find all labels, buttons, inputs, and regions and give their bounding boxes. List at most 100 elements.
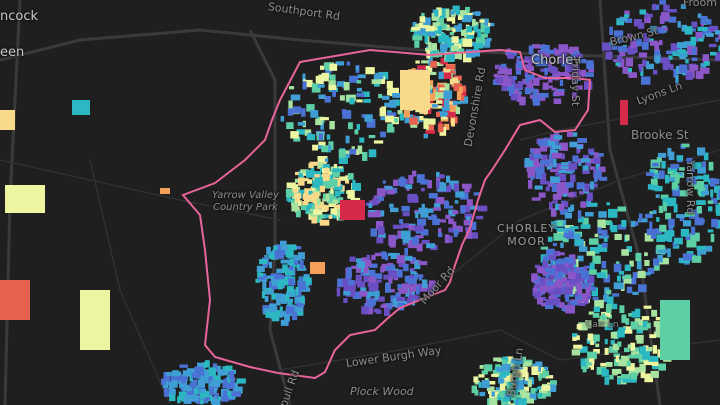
building	[700, 16, 708, 24]
building	[166, 371, 171, 376]
building	[709, 25, 719, 32]
building	[630, 220, 636, 227]
building	[539, 277, 545, 286]
building	[287, 108, 294, 116]
building	[277, 282, 283, 290]
building	[554, 91, 558, 96]
building	[507, 382, 513, 388]
building	[328, 80, 336, 90]
building	[532, 77, 540, 86]
building	[572, 92, 577, 99]
building	[463, 53, 472, 63]
building	[330, 208, 340, 216]
building	[356, 80, 362, 84]
building	[708, 43, 717, 48]
building	[553, 251, 561, 257]
building	[613, 282, 624, 290]
building	[584, 265, 592, 269]
building	[355, 66, 359, 71]
building	[524, 56, 530, 61]
building	[627, 344, 632, 348]
building	[569, 300, 578, 306]
building	[199, 376, 206, 381]
building	[579, 191, 584, 195]
building	[561, 162, 569, 166]
building	[502, 397, 511, 402]
building	[656, 332, 662, 338]
building	[443, 90, 453, 99]
building	[658, 363, 666, 371]
building	[632, 291, 639, 295]
building	[573, 344, 583, 349]
building	[547, 139, 556, 146]
building	[638, 213, 643, 221]
building	[374, 81, 380, 87]
building	[554, 73, 560, 81]
building	[580, 224, 591, 229]
building	[388, 270, 398, 279]
building	[564, 257, 574, 264]
building	[439, 87, 445, 91]
building	[360, 272, 365, 276]
building	[512, 394, 523, 398]
building	[282, 264, 288, 273]
building	[414, 260, 419, 269]
building	[304, 198, 310, 203]
building	[714, 30, 720, 35]
building	[579, 59, 587, 64]
building	[444, 43, 452, 48]
building	[323, 62, 333, 70]
building	[589, 269, 597, 275]
building	[548, 61, 552, 71]
building	[687, 47, 697, 55]
building	[670, 43, 677, 51]
building	[565, 182, 574, 188]
building	[197, 379, 205, 388]
building	[179, 373, 183, 382]
building	[564, 225, 574, 229]
building	[610, 340, 615, 345]
building	[297, 281, 306, 290]
building	[679, 53, 687, 60]
building	[436, 15, 444, 24]
building	[387, 188, 395, 195]
building	[437, 111, 447, 117]
building	[452, 5, 460, 13]
building	[284, 314, 290, 322]
building	[466, 199, 473, 207]
building	[582, 170, 590, 174]
building	[566, 279, 576, 285]
building	[564, 286, 573, 295]
building	[649, 334, 656, 339]
building	[564, 58, 573, 64]
building	[294, 255, 300, 261]
building	[582, 217, 589, 227]
building	[469, 221, 477, 231]
building	[656, 234, 665, 242]
building	[652, 345, 657, 354]
building	[705, 19, 712, 25]
building	[577, 216, 585, 223]
building	[666, 50, 673, 55]
building	[650, 232, 656, 239]
building	[319, 185, 325, 193]
building	[550, 168, 559, 173]
building	[649, 211, 654, 215]
building	[537, 166, 545, 174]
building	[591, 287, 598, 297]
building	[558, 269, 564, 275]
building	[582, 165, 589, 171]
building	[655, 55, 660, 64]
building	[699, 67, 710, 74]
building	[534, 185, 543, 190]
building	[644, 252, 648, 257]
building	[589, 166, 595, 170]
building	[509, 90, 515, 97]
building	[592, 255, 601, 264]
building	[496, 367, 504, 373]
building	[531, 44, 541, 49]
building	[456, 11, 460, 16]
building	[314, 145, 324, 149]
building	[453, 25, 462, 32]
